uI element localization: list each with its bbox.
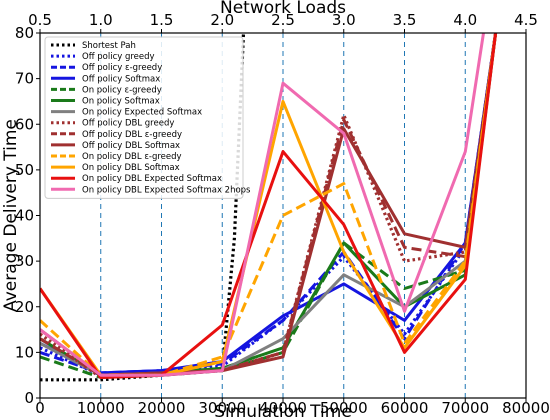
y-axis-title: Average Delivery Time — [1, 119, 21, 312]
legend-label-7: Off policy DBL greedy — [82, 119, 174, 129]
top-tick-label-4: 2.5 — [271, 11, 295, 29]
y-tick-label-4: 40 — [15, 207, 34, 225]
x-tick-label-6: 60000 — [381, 399, 429, 417]
y-axis: 0 10 20 30 40 50 60 70 80 — [15, 24, 40, 407]
y-tick-label-2: 20 — [15, 298, 34, 316]
legend-box — [44, 36, 244, 199]
legend-label-2: Off policy ε-greedy — [82, 63, 162, 73]
legend-label-12: On policy DBL Expected Softmax — [82, 174, 222, 184]
x-tick-label-5: 50000 — [320, 399, 368, 417]
x-tick-label-0: 0 — [35, 399, 45, 417]
top-tick-label-6: 3.5 — [393, 11, 417, 29]
top-axis-title: Network Loads — [220, 0, 346, 18]
x-tick-label-4: 40000 — [259, 399, 307, 417]
top-tick-label-8: 4.5 — [514, 11, 538, 29]
series-line-13 — [40, 33, 485, 377]
series-lines — [40, 33, 498, 382]
legend-label-6: On policy Expected Softmax — [82, 108, 202, 118]
x-tick-label-7: 70000 — [441, 399, 489, 417]
series-line-12 — [40, 33, 498, 379]
y-tick-label-3: 30 — [15, 252, 34, 270]
legend-label-8: Off policy DBL ε-greedy — [82, 130, 182, 140]
x-tick-label-8: 80000 — [502, 399, 550, 417]
x-tick-label-3: 30000 — [198, 399, 246, 417]
top-x-axis: 0.5 1.0 1.5 2.0 2.5 3.0 3.5 4.0 4.5 — [28, 11, 538, 33]
legend-label-9: Off policy DBL Softmax — [82, 141, 180, 151]
top-tick-label-0: 0.5 — [28, 11, 52, 29]
x-tick-label-2: 20000 — [138, 399, 186, 417]
series-line-10 — [40, 33, 498, 377]
top-tick-label-2: 1.5 — [150, 11, 174, 29]
vertical-gridlines — [100, 33, 466, 398]
top-tick-label-5: 3.0 — [332, 11, 356, 29]
legend-label-3: Off policy Softmax — [82, 74, 160, 84]
top-tick-label-7: 4.0 — [453, 11, 477, 29]
y-tick-label-0: 0 — [24, 389, 34, 407]
legend-label-1: Off policy greedy — [82, 52, 155, 62]
legend-label-10: On policy DBL ε-greedy — [82, 152, 182, 162]
bottom-x-axis: 0 10000 20000 30000 40000 50000 60000 70000 8000… — [35, 398, 550, 417]
x-axis-title: Simulation Time — [214, 402, 352, 420]
y-tick-label-5: 50 — [15, 161, 34, 179]
y-tick-label-7: 70 — [15, 70, 34, 88]
series-line-3 — [40, 33, 498, 375]
legend-label-13: On policy DBL Expected Softmax 2hops — [82, 185, 251, 195]
legend-label-4: On policy ε-greedy — [82, 85, 162, 95]
top-tick-label-3: 2.0 — [210, 11, 234, 29]
y-tick-label-8: 80 — [15, 24, 34, 42]
x-tick-label-1: 10000 — [77, 399, 125, 417]
top-tick-label-1: 1.0 — [89, 11, 113, 29]
legend-label-5: On policy Softmax — [82, 97, 160, 107]
y-tick-label-1: 10 — [15, 343, 34, 361]
y-tick-label-6: 60 — [15, 115, 34, 133]
legend-label-0: Shortest Pah — [82, 41, 136, 51]
legend-label-11: On policy DBL Softmax — [82, 163, 180, 173]
